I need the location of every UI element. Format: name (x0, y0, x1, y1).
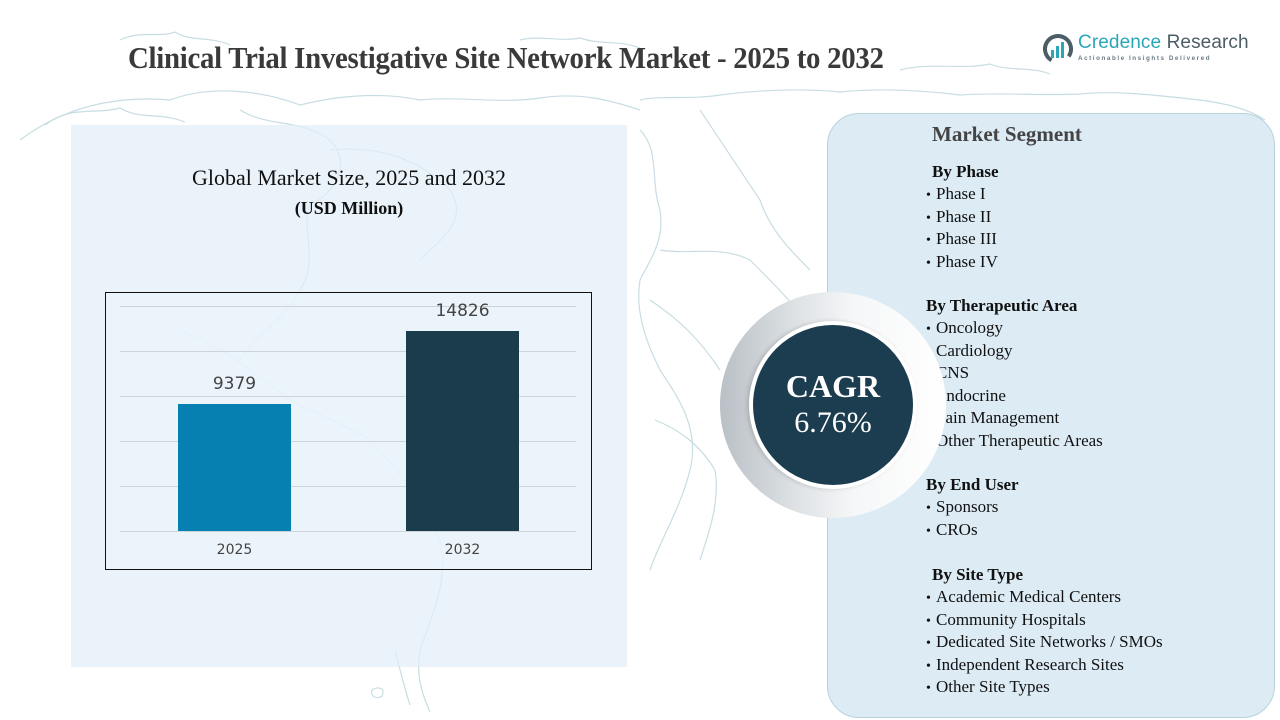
cagr-badge: CAGR 6.76% (749, 321, 917, 489)
bullet-icon: • (926, 681, 931, 696)
gridline (120, 396, 576, 397)
bullet-icon: • (926, 613, 931, 629)
segment-group-therapeutic-area: By Therapeutic Area •Oncology •Cardiolog… (926, 295, 1103, 452)
segment-group-site-type-heading: By Site Type (932, 564, 1023, 586)
bullet-icon: • (926, 523, 931, 539)
segment-item: •CNS (926, 362, 1103, 385)
bullet-icon: • (926, 501, 931, 516)
category-label-2025: 2025 (216, 542, 253, 558)
bar-2025 (178, 404, 291, 531)
segment-heading: By Site Type (932, 565, 1023, 584)
chart-title: Global Market Size, 2025 and 2032 (191, 165, 507, 190)
bar-value-2032: 14826 (435, 301, 490, 321)
logo-name-part1: Credence (1078, 32, 1162, 53)
segment-title: Market Segment (932, 122, 1082, 146)
bullet-icon: • (926, 188, 931, 203)
segment-items-site-type: • Academic Medical Centers • Community Hos… (926, 586, 1163, 699)
gridline (120, 531, 576, 532)
segment-item: • Independent Research Sites (926, 654, 1163, 677)
segment-items-phase: • Phase I • Phase II • Phase III • Phase IV (926, 183, 998, 273)
gridline (120, 351, 576, 352)
segment-item: • Phase III (926, 228, 998, 251)
segment-item: • Phase IV (926, 251, 998, 274)
bullet-icon: • (926, 233, 931, 248)
segment-item: • Other Site Types (926, 676, 1163, 699)
bar-value-2025: 9379 (212, 374, 257, 395)
bar-chart: 9379 2025 14826 2032 (105, 292, 592, 570)
logo-name-part2: Research (1166, 32, 1249, 53)
segment-item: •Endocrine (926, 385, 1103, 408)
logo-name: Credence Research (1078, 32, 1249, 54)
bullet-icon: • (926, 591, 931, 606)
segment-group-phase: By Phase (932, 161, 999, 183)
logo-tagline: Actionable Insights Delivered (1078, 55, 1212, 62)
bullet-icon: • (926, 210, 931, 226)
segment-item: •Cardiology (926, 340, 1103, 363)
page-title: Clinical Trial Investigative Site Networ… (128, 40, 884, 75)
bar-2032 (406, 331, 519, 531)
segment-item: • Academic Medical Centers (926, 586, 1163, 609)
segment-heading: By Therapeutic Area (926, 296, 1078, 315)
chart-subtitle: (USD Million) (294, 198, 404, 218)
segment-item: •Other Therapeutic Areas (926, 430, 1103, 453)
bar-chart-logo-icon (1043, 34, 1073, 64)
segment-heading: By End User (926, 475, 1019, 494)
segment-item: • CROs (926, 519, 1019, 542)
segment-group-end-user: By End User • Sponsors • CROs (926, 474, 1019, 541)
gridline (120, 441, 576, 442)
category-label-2032: 2032 (444, 542, 481, 558)
gridline (120, 486, 576, 487)
bullet-icon: • (926, 255, 931, 271)
segment-item: • Phase I (926, 183, 998, 206)
bullet-icon: • (926, 322, 931, 337)
market-size-panel: Global Market Size, 2025 and 2032 (USD M… (71, 125, 627, 667)
bullet-icon: • (926, 636, 931, 651)
segment-heading: By Phase (932, 162, 999, 181)
market-segment-panel: Market Segment By Phase • Phase I • Phase … (827, 113, 1275, 718)
segment-item: •Pain Management (926, 407, 1103, 430)
segment-item: • Phase II (926, 206, 998, 229)
bullet-icon: • (926, 658, 931, 674)
cagr-value: 6.76% (794, 406, 872, 439)
cagr-label: CAGR (785, 368, 881, 404)
segment-item: • Dedicated Site Networks / SMOs (926, 631, 1163, 654)
gridline (120, 306, 576, 307)
segment-item: • Sponsors (926, 496, 1019, 519)
credence-research-logo: Credence Research Actionable Insights De… (1040, 30, 1270, 70)
segment-item: • Community Hospitals (926, 609, 1163, 632)
segment-item: • Oncology (926, 317, 1103, 340)
